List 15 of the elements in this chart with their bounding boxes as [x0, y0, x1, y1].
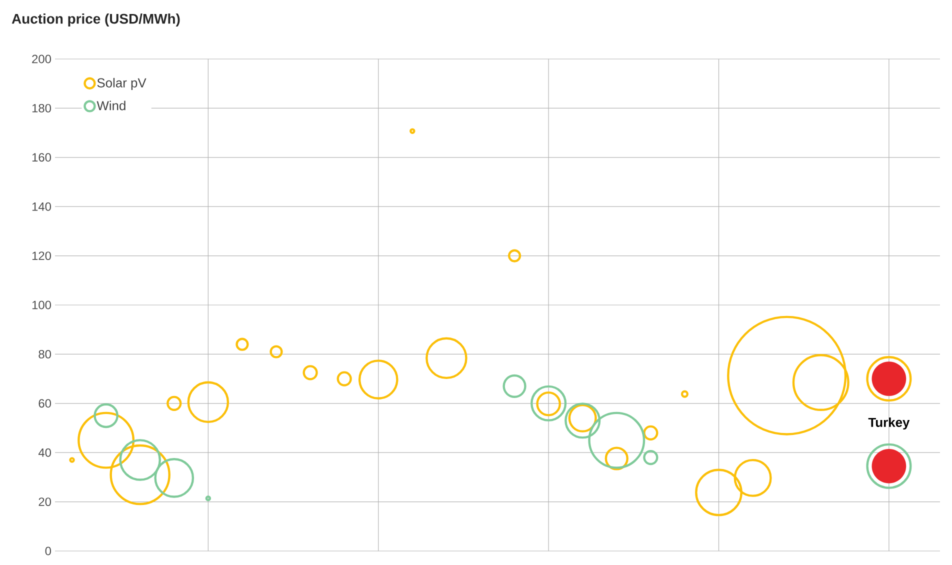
legend-label: Solar pV	[97, 78, 146, 90]
y-tick-label: 20	[38, 498, 52, 506]
y-tick-label: 0	[45, 546, 52, 556]
y-tick-label: 120	[32, 252, 52, 260]
y-tick-label: 60	[38, 399, 52, 408]
y-tick-label: 40	[38, 448, 52, 457]
y-tick-label: 100	[32, 300, 52, 310]
y-tick-label: 160	[32, 153, 52, 162]
y-tick-label: 200	[32, 54, 52, 64]
y-tick-label: 80	[38, 350, 52, 358]
legend-label: Wind	[96, 100, 126, 110]
annotation: Turkey	[868, 417, 910, 430]
y-axis-title: Auction price (USD/MWh)	[12, 13, 180, 26]
y-tick-label: 180	[32, 104, 52, 112]
y-tick-label: 140	[32, 202, 52, 211]
